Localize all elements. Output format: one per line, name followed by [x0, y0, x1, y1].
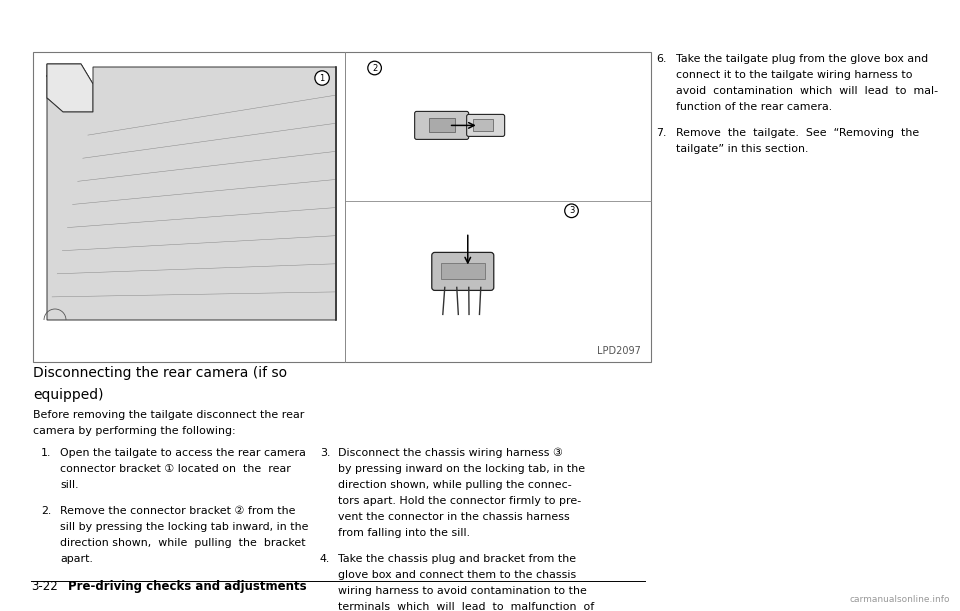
Text: camera by performing the following:: camera by performing the following:: [33, 426, 235, 436]
Circle shape: [564, 204, 578, 218]
Bar: [472, 119, 492, 131]
Text: tors apart. Hold the connector firmly to pre-: tors apart. Hold the connector firmly to…: [338, 496, 581, 506]
Text: sill by pressing the locking tab inward, in the: sill by pressing the locking tab inward,…: [60, 522, 308, 532]
Text: from falling into the sill.: from falling into the sill.: [338, 528, 470, 538]
Text: connector bracket ① located on  the  rear: connector bracket ① located on the rear: [60, 464, 291, 474]
Text: 7.: 7.: [656, 128, 666, 138]
Text: Remove  the  tailgate.  See  “Removing  the: Remove the tailgate. See “Removing the: [676, 128, 920, 138]
FancyBboxPatch shape: [432, 252, 493, 290]
FancyBboxPatch shape: [467, 114, 505, 136]
Text: 3.: 3.: [320, 448, 330, 458]
Text: by pressing inward on the locking tab, in the: by pressing inward on the locking tab, i…: [338, 464, 586, 474]
Text: LPD2097: LPD2097: [597, 346, 641, 356]
Text: avoid  contamination  which  will  lead  to  mal-: avoid contamination which will lead to m…: [676, 86, 938, 96]
Text: terminals  which  will  lead  to  malfunction  of: terminals which will lead to malfunction…: [338, 602, 594, 611]
Text: Remove the connector bracket ② from the: Remove the connector bracket ② from the: [60, 506, 296, 516]
Text: sill.: sill.: [60, 480, 79, 490]
Text: direction shown,  while  pulling  the  bracket: direction shown, while pulling the brack…: [60, 538, 305, 548]
Text: connect it to the tailgate wiring harness to: connect it to the tailgate wiring harnes…: [676, 70, 913, 80]
Circle shape: [315, 71, 329, 85]
Text: glove box and connect them to the chassis: glove box and connect them to the chassi…: [338, 570, 576, 580]
Text: equipped): equipped): [33, 387, 104, 401]
Text: 3: 3: [569, 207, 574, 215]
Text: apart.: apart.: [60, 554, 93, 564]
Text: 1.: 1.: [41, 448, 52, 458]
Text: 2: 2: [372, 64, 377, 73]
Bar: [33, 52, 651, 362]
Text: carmanualsonline.info: carmanualsonline.info: [850, 596, 950, 604]
Text: Take the chassis plug and bracket from the: Take the chassis plug and bracket from t…: [338, 554, 576, 564]
Text: 4.: 4.: [320, 554, 330, 564]
Text: Disconnect the chassis wiring harness ③: Disconnect the chassis wiring harness ③: [338, 448, 563, 458]
Text: 2.: 2.: [41, 506, 51, 516]
Text: wiring harness to avoid contamination to the: wiring harness to avoid contamination to…: [338, 586, 587, 596]
Text: 1: 1: [320, 73, 324, 82]
Text: direction shown, while pulling the connec-: direction shown, while pulling the conne…: [338, 480, 572, 490]
Text: 6.: 6.: [656, 54, 666, 64]
Text: Before removing the tailgate disconnect the rear: Before removing the tailgate disconnect …: [33, 409, 304, 420]
Polygon shape: [47, 64, 93, 112]
Text: function of the rear camera.: function of the rear camera.: [676, 102, 832, 112]
Text: tailgate” in this section.: tailgate” in this section.: [676, 144, 808, 154]
Text: vent the connector in the chassis harness: vent the connector in the chassis harnes…: [338, 512, 569, 522]
Text: Take the tailgate plug from the glove box and: Take the tailgate plug from the glove bo…: [676, 54, 928, 64]
FancyBboxPatch shape: [415, 111, 468, 139]
Text: 3-22: 3-22: [31, 580, 58, 593]
Text: Open the tailgate to access the rear camera: Open the tailgate to access the rear cam…: [60, 448, 306, 458]
Bar: [429, 119, 455, 133]
Bar: [441, 263, 485, 279]
Circle shape: [368, 61, 381, 75]
Text: Disconnecting the rear camera (if so: Disconnecting the rear camera (if so: [33, 366, 287, 380]
Text: Pre-driving checks and adjustments: Pre-driving checks and adjustments: [68, 580, 306, 593]
Polygon shape: [47, 67, 336, 320]
